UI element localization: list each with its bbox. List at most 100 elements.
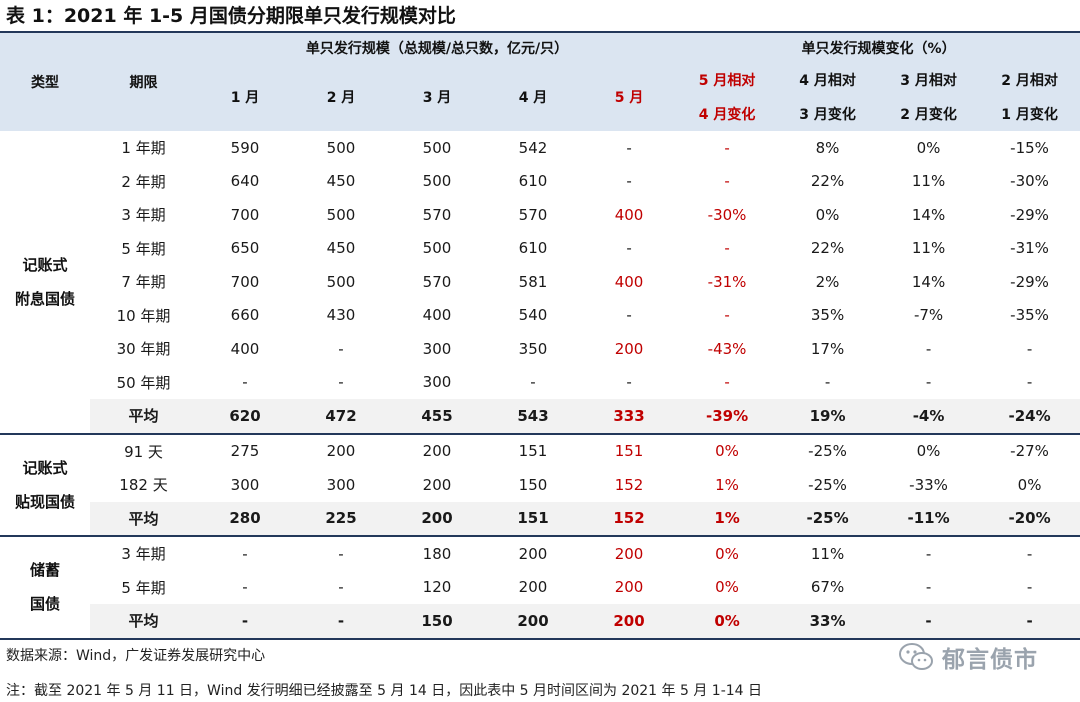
table-row: 记账式 贴现国债 91 天 275 200 200 151 151 0% -25% 0% -27% <box>0 433 1080 537</box>
term-cell: 平均 <box>90 399 197 435</box>
size-cell: 200 <box>518 578 548 597</box>
size-cell: - <box>530 373 536 392</box>
table-body: 记账式 附息国债 1 年期 590 500 500 542- -8% 0% -15% 2 年期 640… <box>0 131 1080 640</box>
size-cell: 660 <box>230 306 260 325</box>
size-cell: 300 <box>422 373 452 392</box>
change-cell: - <box>925 373 932 392</box>
size-cell: 640 <box>230 172 260 191</box>
change-cell: 35% <box>810 306 845 325</box>
term-cell: 3 年期 <box>121 545 166 564</box>
table-row: 储蓄 国债 3 年期 - -180 200 200 0% 11% - - <box>0 536 1080 640</box>
term-cell: 2 年期 <box>121 172 166 191</box>
change-cell: 0% <box>815 205 840 224</box>
change-cell: - <box>925 339 932 358</box>
size-cell: - <box>242 544 248 563</box>
term-cell: 平均 <box>90 604 197 640</box>
average-row: 平均 280 225 200 151 152 1% -25% -11% -20% <box>0 501 1080 537</box>
size-cell: 500 <box>422 138 452 157</box>
size-cell: 400 <box>422 306 452 325</box>
table-row: 记账式 附息国债 1 年期 590 500 500 542 - - 8% 0% -15% <box>0 131 1080 435</box>
size-cell: 700 <box>230 205 260 224</box>
change-cell: - <box>925 544 932 563</box>
size-cell: - <box>626 239 632 258</box>
watermark: 郁言债市 <box>898 640 1038 674</box>
col-header-change-l1: 5 月相对 <box>677 63 778 97</box>
average-row: 平均 - -150 200 200 0% 33% - - <box>0 604 1080 640</box>
wechat-icon <box>899 643 933 670</box>
size-cell: - <box>293 604 389 640</box>
change-cell: -4% <box>878 399 980 435</box>
change-cell: 0% <box>677 604 778 640</box>
term-cell: 182 天 <box>119 476 168 495</box>
size-cell: 120 <box>422 578 452 597</box>
table-row: 2 年期 640 450 500 610 - - 22% 11% -30% <box>0 165 1080 199</box>
change-cell: - <box>724 239 730 258</box>
watermark-text: 郁言债市 <box>942 647 1038 673</box>
change-cell: -24% <box>979 399 1080 435</box>
size-cell: 400 <box>614 205 644 224</box>
col-header-month-may: 5 月 <box>581 63 678 131</box>
source-note: 数据来源：Wind，广发证券发展研究中心 <box>6 648 266 664</box>
change-cell: 19% <box>777 399 879 435</box>
change-cell: -7% <box>913 306 944 325</box>
size-cell: 650 <box>230 239 260 258</box>
change-cell: 0% <box>916 442 941 461</box>
size-cell: 610 <box>518 172 548 191</box>
type-cell: 储蓄 国债 <box>0 536 90 640</box>
change-cell: -15% <box>1010 138 1049 157</box>
size-cell: 455 <box>389 399 485 435</box>
col-header-month: 2 月 <box>293 63 389 131</box>
change-cell: -30% <box>707 205 747 224</box>
table-row: 50 年期 - - 300 - - - - - - <box>0 366 1080 400</box>
type-label-line1: 记账式 <box>22 255 68 274</box>
size-cell: 500 <box>422 172 452 191</box>
change-cell: -25% <box>777 501 879 537</box>
size-cell: - <box>338 544 344 563</box>
col-header-change-l1: 3 月相对 <box>878 63 980 97</box>
change-cell: 14% <box>911 272 946 291</box>
type-label-line1: 记账式 <box>22 458 68 477</box>
size-cell: 150 <box>518 475 548 494</box>
type-cell: 记账式 贴现国债 <box>0 433 90 537</box>
size-cell: 590 <box>230 138 260 157</box>
change-cell: - <box>724 373 730 392</box>
term-cell: 7 年期 <box>121 273 166 292</box>
col-header-month: 1 月 <box>197 63 293 131</box>
change-cell: 11% <box>911 239 946 258</box>
table-row: 3 年期 700 500 570 570 400 -30% 0% 14% -29% <box>0 198 1080 232</box>
footnote: 注：截至 2021 年 5 月 11 日，Wind 发行明细已经披露至 5 月 … <box>6 683 763 699</box>
change-cell: 1% <box>715 475 739 494</box>
top-rule <box>0 31 1080 33</box>
change-cell: 33% <box>777 604 879 640</box>
term-cell: 1 年期 <box>121 139 166 158</box>
size-cell: - <box>242 578 248 597</box>
col-header-change-l2: 3 月变化 <box>777 97 879 131</box>
change-cell: -25% <box>808 475 847 494</box>
size-cell: 581 <box>518 272 548 291</box>
change-cell: - <box>724 306 730 325</box>
type-label-line2: 附息国债 <box>14 289 75 308</box>
size-cell: 542 <box>518 138 548 157</box>
change-cell: 17% <box>810 339 845 358</box>
size-cell: 275 <box>230 442 260 461</box>
change-cell: 67% <box>810 578 845 597</box>
change-cell: -31% <box>707 272 747 291</box>
change-cell: 0% <box>916 138 941 157</box>
size-cell: - <box>197 604 293 640</box>
size-cell: 200 <box>485 604 581 640</box>
col-header-change-l2: 4 月变化 <box>677 97 778 131</box>
change-cell: - <box>925 578 932 597</box>
bond-issuance-table: 类型 期限 单只发行规模（总规模/总只数，亿元/只） 单只发行规模变化（%） 1… <box>0 33 1080 640</box>
table-row: 182 天 300 300 200 150 152 1% -25% -33% 0% <box>0 468 1080 502</box>
size-cell: - <box>338 578 344 597</box>
change-cell: -31% <box>1010 239 1049 258</box>
term-cell: 10 年期 <box>116 306 171 325</box>
term-cell: 平均 <box>90 501 197 537</box>
term-cell: 3 年期 <box>121 206 166 225</box>
size-cell: - <box>338 339 344 358</box>
table-row: 30 年期 400 - 300 350 200 -43% 17% - - <box>0 332 1080 366</box>
change-cell: 0% <box>715 544 739 563</box>
change-cell: - <box>1026 373 1033 392</box>
size-cell: 500 <box>422 239 452 258</box>
col-header-change-l2: 2 月变化 <box>878 97 980 131</box>
